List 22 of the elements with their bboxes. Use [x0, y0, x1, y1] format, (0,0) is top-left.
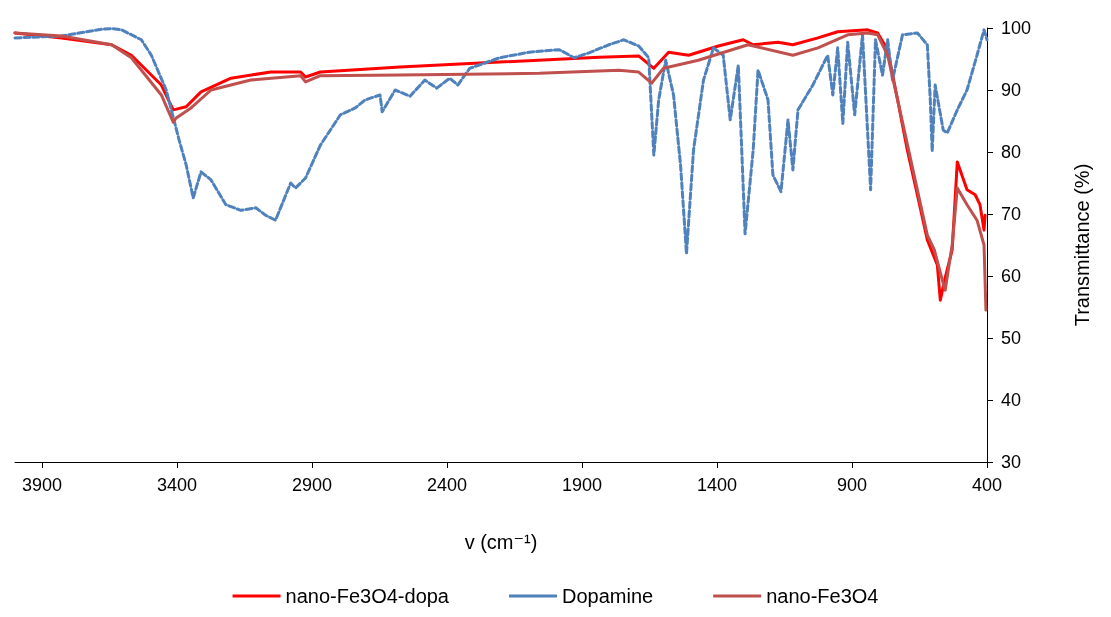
- x-axis-title: v (cm⁻¹): [464, 531, 538, 553]
- y-tick-label: 100: [1001, 18, 1032, 38]
- y-tick-label: 80: [1001, 142, 1022, 162]
- x-tick-label: 3400: [156, 475, 198, 495]
- x-tick-label: 400: [971, 475, 1003, 495]
- y-tick-label: 30: [1001, 452, 1022, 472]
- y-axis-title: Transmittance (%): [1071, 163, 1093, 327]
- x-tick-label: 3900: [21, 475, 63, 495]
- y-tick-label: 40: [1001, 390, 1022, 410]
- x-tick-label: 2900: [291, 475, 333, 495]
- y-tick-label: 50: [1001, 328, 1022, 348]
- x-tick-label: 2400: [426, 475, 468, 495]
- x-tick-label: 900: [836, 475, 868, 495]
- legend-label: Dopamine: [562, 585, 654, 607]
- y-tick-label: 90: [1001, 80, 1022, 100]
- x-tick-label: 1900: [561, 475, 603, 495]
- line-series: [13, 27, 989, 256]
- y-tick-label: 70: [1001, 204, 1022, 224]
- legend-label: nano-Fe3O4: [766, 585, 879, 607]
- legend-label: nano-Fe3O4-dopa: [285, 585, 450, 607]
- x-tick-label: 1400: [696, 475, 738, 495]
- y-tick-label: 60: [1001, 266, 1022, 286]
